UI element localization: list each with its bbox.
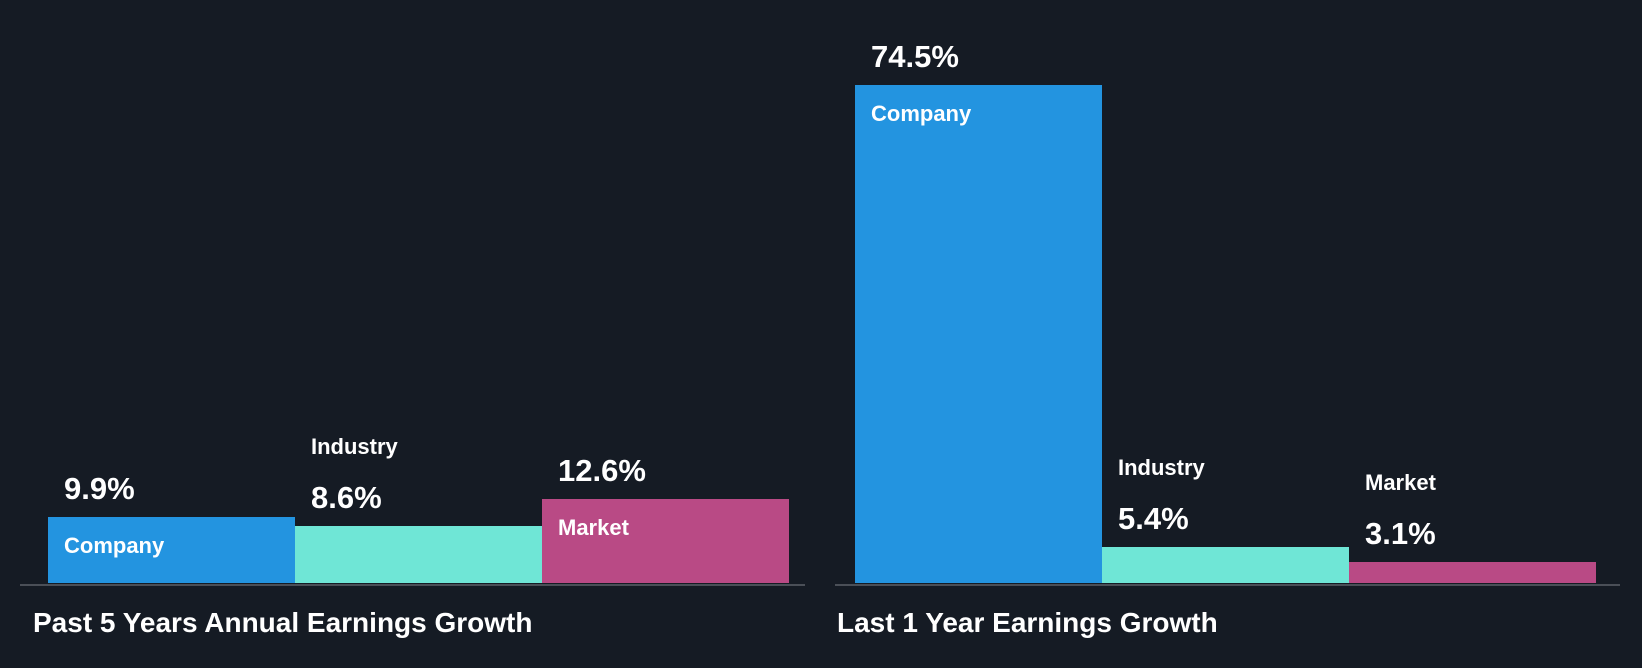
value-label-company: 74.5%	[871, 39, 959, 75]
bar-company	[855, 85, 1102, 583]
category-label-industry: Industry	[1118, 454, 1205, 480]
category-label-market: Market	[1365, 470, 1436, 496]
category-label-market: Market	[558, 514, 629, 540]
chart-title: Past 5 Years Annual Earnings Growth	[33, 607, 533, 638]
x-axis-line	[835, 584, 1620, 586]
bar-company	[48, 516, 295, 583]
value-label-industry: 8.6%	[311, 479, 382, 515]
category-label-industry: Industry	[311, 433, 398, 459]
bar-industry	[295, 525, 542, 583]
chart-title: Last 1 Year Earnings Growth	[837, 607, 1218, 638]
bar-industry	[1102, 546, 1349, 583]
category-label-company: Company	[871, 101, 972, 127]
category-label-company: Company	[64, 532, 165, 558]
bar-market	[1349, 562, 1596, 583]
bar-market	[542, 498, 789, 583]
value-label-market: 12.6%	[558, 452, 646, 488]
value-label-industry: 5.4%	[1118, 500, 1189, 536]
x-axis-line	[20, 584, 805, 586]
value-label-market: 3.1%	[1365, 516, 1436, 552]
value-label-company: 9.9%	[64, 470, 135, 506]
